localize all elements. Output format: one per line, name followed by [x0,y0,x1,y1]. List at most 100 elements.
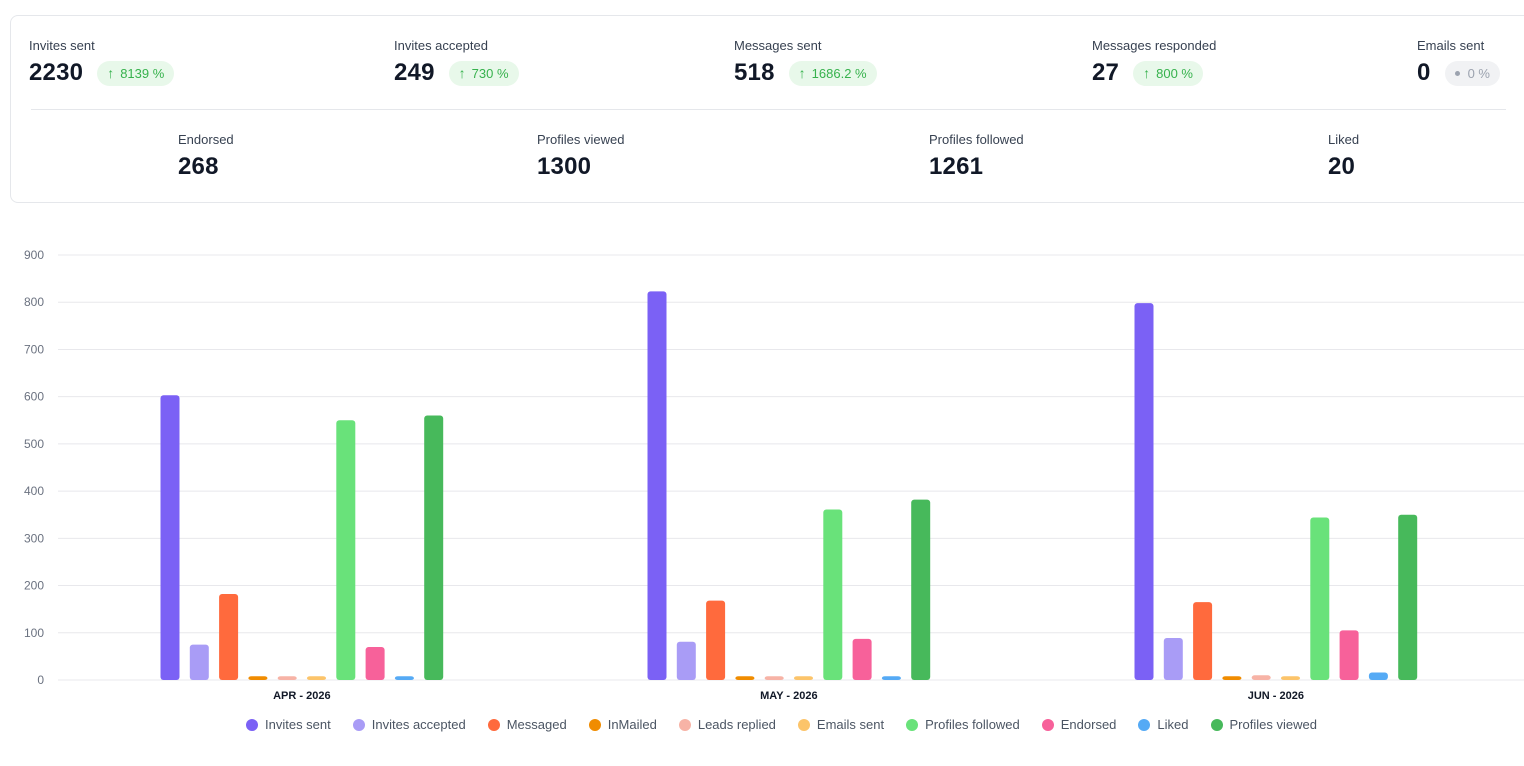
bar-messaged[interactable] [219,594,239,680]
bar-chart: 0 100 200 300 400 500 600 700 800 900 APR - 2026 MA… [24,248,1524,702]
arrow-up-icon: ↑ [458,65,466,81]
chart-legend: Invites sent Invites accepted Messaged InMa… [246,717,1339,732]
legend-label: InMailed [607,717,657,732]
y-tick-label: 500 [24,437,44,451]
legend-item[interactable]: Messaged [487,717,567,732]
arrow-up-icon: ↑ [798,65,806,81]
bar-liked[interactable] [881,676,901,680]
stat-label: Invites accepted [394,38,488,53]
legend-dot-icon [487,718,500,731]
legend-label: Endorsed [1060,717,1117,732]
stat-invites-sent: Invites sent 2230 ↑ 8139 % [29,38,175,87]
stat-label: Profiles viewed [537,132,625,147]
y-tick-label: 800 [24,295,44,309]
stat-value: 0 [1417,59,1431,86]
y-tick-label: 0 [37,673,44,687]
bar-leads-replied[interactable] [764,676,784,680]
legend-dot-icon [1041,718,1054,731]
change-badge: ↑ 1686.2 % [788,60,877,86]
bar-leads-replied[interactable] [1251,675,1271,680]
dot-icon [1454,70,1460,76]
legend-label: Messaged [506,717,567,732]
bar-invites-accepted[interactable] [189,644,209,680]
stat-label: Invites sent [29,38,95,53]
stat-value: 20 [1328,153,1356,180]
stat-label: Profiles followed [929,132,1024,147]
legend-item[interactable]: Profiles viewed [1210,717,1317,732]
bar-inmailed[interactable] [248,676,268,680]
y-tick-label: 400 [24,484,44,498]
bar-inmailed[interactable] [1222,676,1242,680]
legend-item[interactable]: Leads replied [678,717,776,732]
bar-emails-sent[interactable] [307,676,326,680]
stat-value: 268 [178,153,219,180]
bar-profiles-followed[interactable] [1310,517,1330,680]
legend-dot-icon [246,718,258,731]
bar-endorsed[interactable] [365,646,385,680]
bar-endorsed[interactable] [852,638,872,680]
bar-leads-replied[interactable] [277,676,297,680]
stat-label: Messages sent [734,38,822,53]
stat-label: Endorsed [178,132,234,147]
bar-liked[interactable] [394,676,414,680]
legend-label: Profiles viewed [1229,717,1317,732]
stat-label: Liked [1328,132,1360,147]
stat-value: 2230 [29,59,84,86]
legend-label: Liked [1157,717,1189,732]
y-tick-label: 900 [24,248,44,262]
legend-dot-icon [678,718,691,731]
bar-profiles-viewed[interactable] [911,499,931,680]
legend-item[interactable]: Profiles followed [906,717,1020,732]
bar-profiles-followed[interactable] [336,420,356,680]
bar-emails-sent[interactable] [794,676,813,680]
legend-item[interactable]: Invites sent [246,717,331,732]
legend-label: Leads replied [697,717,776,732]
legend-label: Invites accepted [371,717,466,732]
stats-card: Invites sent 2230 ↑ 8139 % Invites accept… [10,15,1524,203]
stat-emails-sent: Emails sent 0 0 % [1417,38,1500,87]
x-tick-label: APR - 2026 [273,690,330,702]
change-text: 1686.2 % [811,65,867,81]
legend-dot-icon [1210,718,1223,731]
stat-value: 249 [394,59,435,86]
bar-invites-sent[interactable] [160,395,180,680]
bar-invites-sent[interactable] [647,291,667,680]
bar-invites-sent[interactable] [1134,303,1154,680]
stat-profiles-viewed: Profiles viewed 1300 [537,132,624,181]
change-text: 0 % [1467,65,1490,81]
bar-profiles-followed[interactable] [823,509,843,680]
legend-dot-icon [588,718,601,731]
bar-invites-accepted[interactable] [1163,637,1183,680]
legend-item[interactable]: Endorsed [1041,717,1117,732]
y-tick-label: 300 [24,531,44,545]
legend-item[interactable]: InMailed [588,717,657,732]
bar-messaged[interactable] [1193,602,1213,680]
legend-item[interactable]: Invites accepted [352,717,466,732]
bar-profiles-viewed[interactable] [424,415,444,680]
stat-endorsed: Endorsed 268 [178,132,234,181]
y-tick-label: 100 [24,626,44,640]
change-badge: 0 % [1444,60,1500,86]
x-tick-label: JUN - 2026 [1248,690,1304,702]
legend-dot-icon [352,718,365,731]
bar-profiles-viewed[interactable] [1398,514,1418,680]
bar-endorsed[interactable] [1339,630,1359,680]
divider [31,109,1506,110]
legend-item[interactable]: Emails sent [797,717,884,732]
legend-item[interactable]: Liked [1138,717,1189,732]
stat-value: 518 [734,59,775,86]
change-text: 730 % [471,65,509,81]
bar-inmailed[interactable] [735,676,755,680]
stat-label: Messages responded [1092,38,1217,53]
change-text: 8139 % [120,65,165,81]
change-badge: ↑ 730 % [448,60,519,86]
bar-invites-accepted[interactable] [676,641,696,680]
legend-dot-icon [797,718,810,731]
bar-messaged[interactable] [706,600,726,680]
stat-value: 1261 [929,153,984,180]
bar-emails-sent[interactable] [1281,676,1300,680]
stat-messages-responded: Messages responded 27 ↑ 800 % [1092,38,1216,87]
stat-value: 1300 [537,153,592,180]
arrow-up-icon: ↑ [107,65,115,81]
bar-liked[interactable] [1368,672,1388,680]
